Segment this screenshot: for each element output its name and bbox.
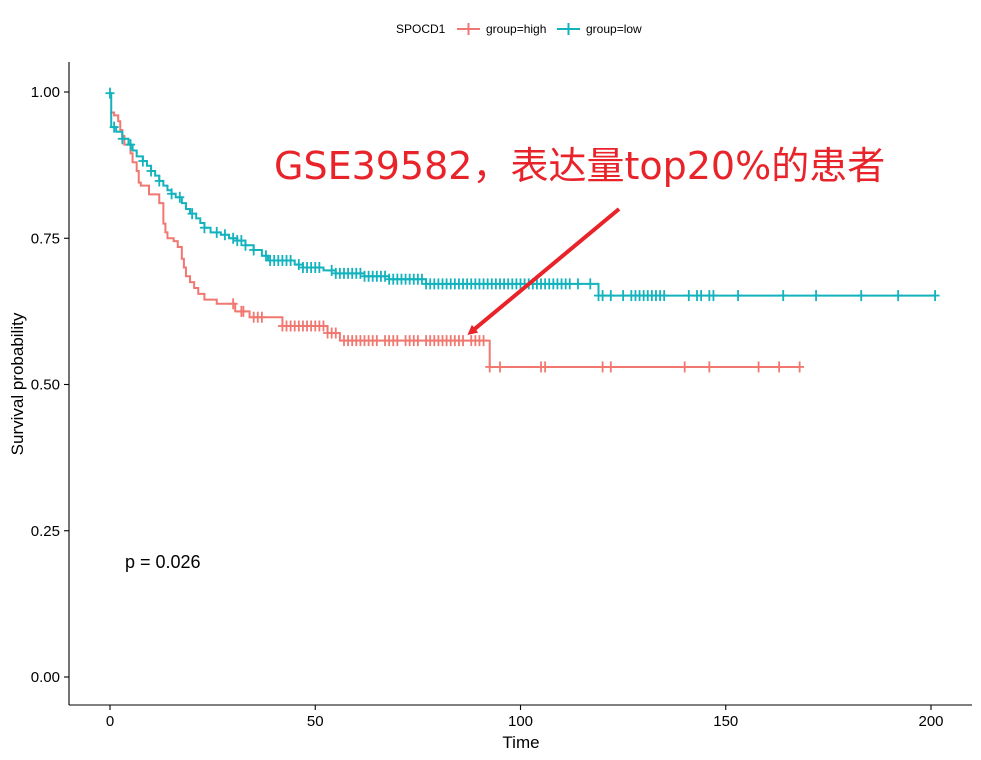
x-tick-label: 200 (918, 713, 943, 730)
legend-title: SPOCD1 (396, 22, 446, 36)
series-low (105, 87, 940, 302)
axis-ticks: 0 50 100 150 200 0.00 0.25 0.50 0.75 1.00 (31, 84, 944, 730)
legend: SPOCD1 group=high group=low (396, 22, 642, 36)
legend-entry-high: group=high (457, 22, 546, 36)
legend-label-low: group=low (586, 22, 642, 36)
y-tick-label: 0.50 (31, 377, 60, 394)
legend-entry-low: group=low (557, 22, 642, 36)
survival-curves (105, 87, 940, 373)
y-tick-label: 0.25 (31, 523, 60, 540)
survival-line (110, 92, 936, 297)
annotation-text: GSE39582，表达量top20%的患者 (274, 144, 885, 188)
x-tick-label: 100 (508, 713, 533, 730)
y-tick-label: 0.75 (31, 230, 60, 247)
legend-label-high: group=high (486, 22, 546, 36)
x-axis-title: Time (502, 733, 539, 752)
p-value-label: p = 0.026 (125, 552, 201, 572)
annotation-arrow (467, 207, 621, 336)
x-tick-label: 150 (713, 713, 738, 730)
y-tick-label: 1.00 (31, 84, 60, 101)
x-tick-label: 50 (307, 713, 324, 730)
y-axis-title: Survival probability (8, 312, 27, 455)
y-tick-label: 0.00 (31, 669, 60, 686)
x-tick-label: 0 (106, 713, 114, 730)
